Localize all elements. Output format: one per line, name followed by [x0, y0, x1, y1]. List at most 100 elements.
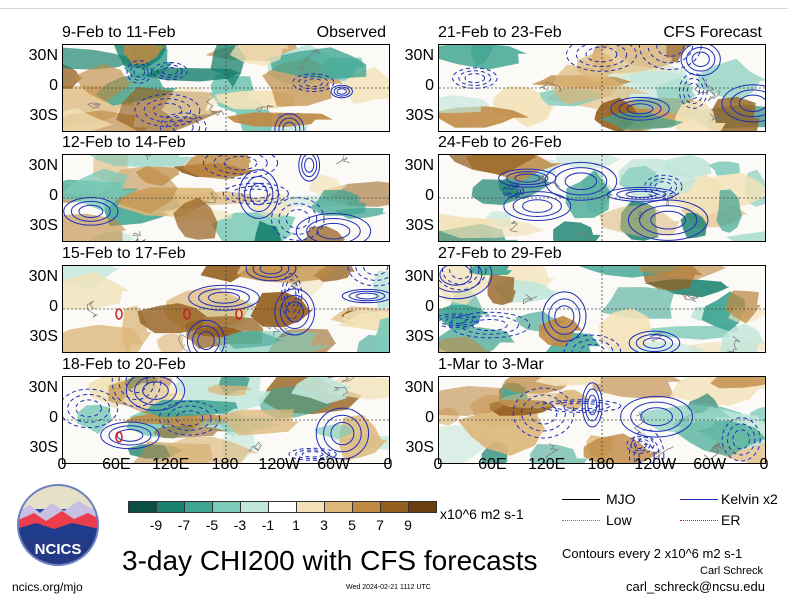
kelvin-contour: [460, 315, 519, 335]
lat-tick-label: 0: [425, 409, 434, 426]
coastline: [709, 113, 724, 121]
legend-mjo-line: [562, 499, 600, 500]
kelvin-contour: [152, 61, 188, 81]
lon-tick-label: 60W: [317, 456, 351, 473]
kelvin-contour: [188, 284, 260, 311]
coastline: [86, 300, 98, 318]
kelvin-contour: [514, 173, 541, 183]
kelvin-contour: [161, 66, 178, 76]
kelvin-contour: [503, 191, 572, 222]
anomaly-shading: [439, 336, 491, 352]
anomaly-shading: [553, 221, 601, 241]
kelvin-contour: [301, 451, 324, 458]
colorbar-swatch: [408, 501, 437, 513]
panel-title: 21-Feb to 23-Feb: [438, 24, 562, 41]
anomaly-shading: [710, 377, 765, 389]
kelvin-contour: [625, 190, 657, 198]
figure-title: 3-day CHI200 with CFS forecasts: [122, 545, 538, 576]
lon-tick-label: 120W: [258, 456, 301, 473]
kelvin-contour: [286, 285, 297, 307]
colorbar-label: -5: [205, 517, 219, 533]
map-panel: [62, 44, 390, 132]
kelvin-contour: [508, 188, 519, 195]
kelvin-contour: [587, 394, 598, 416]
kelvin-contour: [298, 75, 329, 90]
kelvin-contour: [152, 102, 183, 118]
kelvin-contour: [512, 195, 562, 217]
kelvin-contour: [626, 435, 655, 454]
kelvin-contour: [75, 399, 102, 418]
kelvin-contour: [249, 182, 268, 206]
lat-tick-label: 30N: [28, 379, 58, 396]
coastline: [539, 81, 562, 93]
coastline: [324, 456, 333, 463]
panel-tag: CFS Forecast: [663, 24, 762, 41]
colorbar-swatch: [212, 501, 241, 513]
kelvin-contour: [502, 184, 525, 199]
anomaly-shading: [492, 86, 555, 128]
timestamp: Wed 2024-02-21 1112 UTC: [346, 584, 431, 591]
kelvin-contour: [506, 171, 549, 186]
colorbar-swatch: [324, 501, 353, 513]
map-panel: [62, 154, 390, 242]
er-marker: [115, 308, 123, 320]
colorbar-label: 7: [376, 517, 384, 533]
lon-tick-label: 0: [57, 456, 67, 473]
kelvin-contour: [610, 96, 670, 121]
kelvin-contour: [213, 155, 268, 175]
coastline: [290, 279, 300, 291]
anomaly-shading: [600, 287, 675, 319]
kelvin-contour: [198, 288, 250, 308]
lat-tick-label: 30N: [28, 47, 58, 64]
anomaly-shading: [439, 386, 511, 416]
anomaly-shading: [555, 155, 621, 170]
anomaly-shading: [457, 406, 546, 456]
colorbar-swatch: [156, 501, 185, 513]
kelvin-contour: [439, 313, 480, 328]
kelvin-contour: [303, 78, 323, 88]
anomaly-shading: [639, 266, 728, 281]
kelvin-contour: [223, 155, 258, 171]
map-panel: [62, 376, 390, 464]
coastline: [277, 328, 293, 337]
kelvin-contour: [581, 382, 603, 428]
kelvin-contour: [111, 377, 162, 408]
kelvin-contour: [584, 388, 600, 422]
kelvin-contour: [67, 393, 111, 423]
kelvin-contour: [158, 400, 221, 436]
kelvin-contour: [449, 311, 531, 339]
lon-tick-label: 120W: [634, 456, 677, 473]
contours-note: Contours every 2 x10^6 m2 s-1: [562, 546, 743, 561]
colorbar-label: 5: [348, 517, 356, 533]
er-marker: [115, 431, 123, 443]
colorbar-label: 3: [320, 517, 328, 533]
anomaly-shading: [63, 272, 131, 310]
legend-mjo-label: MJO: [606, 491, 636, 507]
anomaly-shading: [124, 45, 165, 65]
kelvin-contour: [274, 288, 316, 336]
kelvin-contour: [650, 210, 687, 230]
kelvin-contour: [628, 330, 681, 352]
website-link[interactable]: ncics.org/mjo: [12, 580, 83, 594]
anomaly-shading: [291, 377, 354, 404]
anomaly-shading: [76, 404, 114, 434]
panel-title: 15-Feb to 17-Feb: [62, 245, 186, 262]
kelvin-contour: [686, 46, 716, 72]
kelvin-contour: [172, 120, 194, 131]
kelvin-contour: [336, 88, 347, 95]
lat-tick-label: 30S: [405, 439, 434, 456]
coastline: [327, 377, 355, 383]
kelvin-contour: [442, 266, 480, 285]
lat-tick-label: 30S: [405, 328, 434, 345]
anomaly-shading: [74, 63, 134, 102]
lon-tick-label: 0: [383, 456, 393, 473]
kelvin-contour: [642, 337, 667, 349]
colorbar-label: -7: [177, 517, 191, 533]
kelvin-contour: [678, 72, 708, 109]
coastline: [684, 294, 700, 301]
lon-tick-label: 60W: [693, 456, 727, 473]
coastline: [575, 231, 591, 240]
kelvin-contour: [439, 266, 487, 291]
kelvin-contour: [627, 199, 709, 241]
kelvin-contour: [439, 266, 473, 286]
